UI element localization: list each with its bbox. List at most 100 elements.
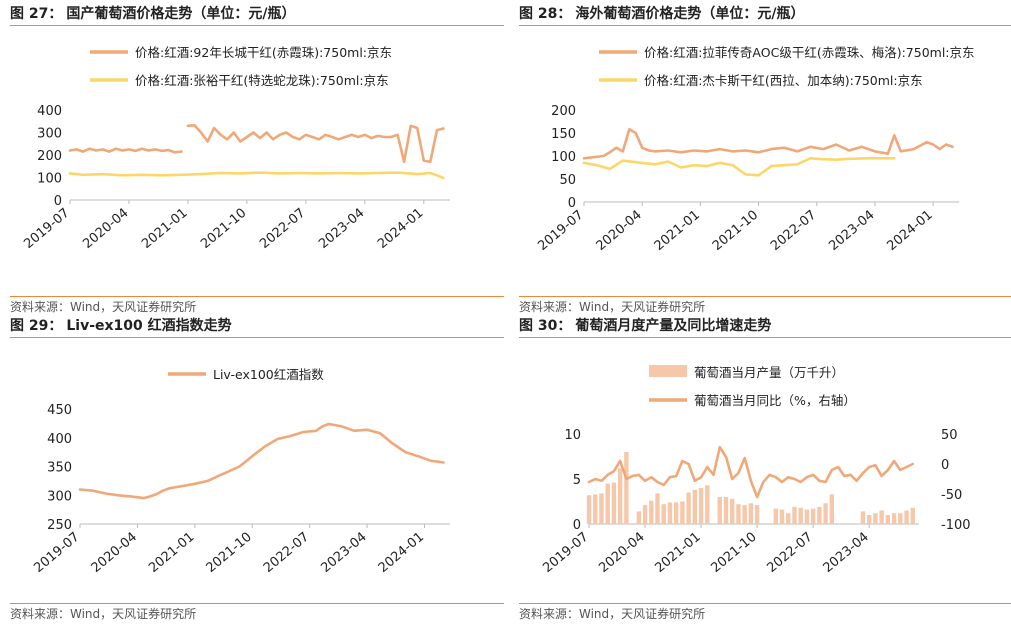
bar <box>786 513 791 524</box>
figure-number: 图 30： <box>519 318 572 334</box>
panel-title: 图 28： 海外葡萄酒价格走势（单位：元/瓶） <box>519 3 804 25</box>
y-tick-label: 10 <box>564 428 581 443</box>
x-tick-label: 2019-07 <box>540 530 591 576</box>
bar <box>910 507 915 524</box>
legend-item: 价格:红酒:92年长城干红(赤霞珠):750ml:京东 <box>90 45 392 60</box>
figure-title: 国产葡萄酒价格走势（单位：元/瓶） <box>66 6 296 22</box>
x-tick-label: 2019-07 <box>31 530 82 576</box>
y-tick-label: 300 <box>47 489 72 504</box>
bar <box>879 510 884 524</box>
x-tick-label: 2023-04 <box>318 530 369 576</box>
panel-title: 图 27： 国产葡萄酒价格走势（单位：元/瓶） <box>10 3 295 25</box>
x-tick-label: 2020-04 <box>80 206 131 252</box>
x-tick-label: 2023-04 <box>826 208 877 254</box>
y-tick-label: 100 <box>37 172 62 187</box>
bar <box>642 505 648 524</box>
bar <box>810 508 816 524</box>
bar <box>898 513 903 524</box>
x-tick-label: 2019-07 <box>21 206 72 252</box>
chart-panel-livex: 图 29： Liv-ex100 红酒指数走势 Liv-ex100红酒指数 250 30… <box>10 312 504 625</box>
source-rule <box>10 603 504 604</box>
x-tick-label: 2021-01 <box>139 206 190 252</box>
imported-wine-price-chart: 价格:红酒:拉菲传奇AOC级干红(赤霞珠、梅洛):750ml:京东价格:红酒:杰… <box>535 45 975 254</box>
x-tick-label: 2021-01 <box>652 208 703 254</box>
figure-number: 图 28： <box>519 6 572 22</box>
bar <box>792 506 797 524</box>
x-tick-label: 2022-07 <box>768 208 819 254</box>
y-tick-label: 200 <box>37 149 62 164</box>
bar <box>773 508 778 524</box>
legend-item: 葡萄酒当月产量（万千升） <box>649 365 844 380</box>
y-tick-label: 300 <box>37 127 62 142</box>
legend-item: 价格:红酒:杰卡斯干红(西拉、加本纳):750ml:京东 <box>599 73 923 88</box>
legend-item: Liv-ex100红酒指数 <box>168 367 324 382</box>
bar <box>885 515 891 524</box>
y-tick-label: 350 <box>47 461 72 476</box>
figure-number: 图 27： <box>10 6 63 22</box>
bar <box>586 495 592 524</box>
bar <box>817 506 822 524</box>
bar <box>667 502 673 524</box>
x-tick-label: 2024-01 <box>375 206 426 252</box>
series-line <box>582 128 954 160</box>
bar <box>779 509 785 524</box>
bar <box>624 452 629 524</box>
source-note: 资料来源：Wind，天风证券研究所 <box>519 300 706 314</box>
chart-panel-domestic-wine: 图 27： 国产葡萄酒价格走势（单位：元/瓶） 价格:红酒:92年长城干红(赤霞珠… <box>10 0 504 314</box>
y-tick-label: 50 <box>559 173 576 188</box>
legend-label: 葡萄酒当月产量（万千升） <box>694 365 844 380</box>
legend-label: 葡萄酒当月同比（%，右轴） <box>694 393 856 408</box>
bar <box>860 511 866 524</box>
bar <box>636 511 641 524</box>
source-rule <box>10 296 504 297</box>
legend-swatch-bar <box>649 365 687 377</box>
legend-label: 价格:红酒:杰卡斯干红(西拉、加本纳):750ml:京东 <box>644 73 923 88</box>
legend-label: 价格:红酒:92年长城干红(赤霞珠):750ml:京东 <box>135 45 392 60</box>
livex-index-chart: Liv-ex100红酒指数 250 300 350 400 450 2019-07 2020-… <box>31 367 450 576</box>
source-note: 资料来源：Wind，天风证券研究所 <box>10 300 197 314</box>
bar <box>717 497 722 524</box>
y-tick-label: 450 <box>47 403 72 418</box>
y-tick-label: 0 <box>573 518 581 533</box>
source-rule <box>519 296 1011 297</box>
source-note: 资料来源：Wind，天风证券研究所 <box>519 607 706 621</box>
legend-item: 价格:红酒:拉菲传奇AOC级干红(赤霞珠、梅洛):750ml:京东 <box>599 45 975 60</box>
bar <box>599 493 604 524</box>
x-tick-label: 2022-07 <box>257 206 308 252</box>
y-tick-label: 200 <box>551 104 576 119</box>
y-tick-label: 250 <box>47 518 72 533</box>
x-tick-label: 2021-10 <box>710 208 761 254</box>
bar <box>680 501 685 524</box>
series-line <box>582 157 896 177</box>
bar <box>798 507 803 524</box>
figure-title: 葡萄酒月度产量及同比增速走势 <box>575 318 772 334</box>
source-rule <box>519 603 1011 604</box>
series-line <box>78 422 445 500</box>
bar <box>742 505 747 524</box>
bar <box>698 488 704 524</box>
bar <box>730 498 735 524</box>
bar <box>804 509 810 524</box>
panel-title: 图 29： Liv-ex100 红酒指数走势 <box>10 315 232 337</box>
y-tick-label: 0 <box>568 196 576 211</box>
x-tick-label: 2021-10 <box>204 530 255 576</box>
bar <box>823 503 828 524</box>
bar <box>692 489 698 524</box>
chart-panel-imported-wine: 图 28： 海外葡萄酒价格走势（单位：元/瓶） 价格:红酒:拉菲传奇AOC级干红(… <box>519 0 1011 314</box>
series-line <box>68 124 445 164</box>
bar <box>686 492 691 524</box>
y2-tick-label: -50 <box>941 488 962 503</box>
title-rule <box>519 25 1011 26</box>
legend-label: 价格:红酒:拉菲传奇AOC级干红(赤霞珠、梅洛):750ml:京东 <box>644 45 975 60</box>
wine-output-chart: 葡萄酒当月产量（万千升） 葡萄酒当月同比（%，右轴） 0 5 10 -100 -50 0 50 2… <box>540 365 971 576</box>
bar <box>605 483 610 524</box>
bar <box>829 494 835 524</box>
bar <box>904 510 909 524</box>
bar <box>655 493 660 524</box>
y-tick-label: 400 <box>47 432 72 447</box>
y-tick-label: 150 <box>551 127 576 142</box>
x-tick-label: 2021-01 <box>652 530 703 576</box>
bar <box>891 513 897 524</box>
bar <box>705 485 710 524</box>
y2-tick-label: -100 <box>941 518 971 533</box>
